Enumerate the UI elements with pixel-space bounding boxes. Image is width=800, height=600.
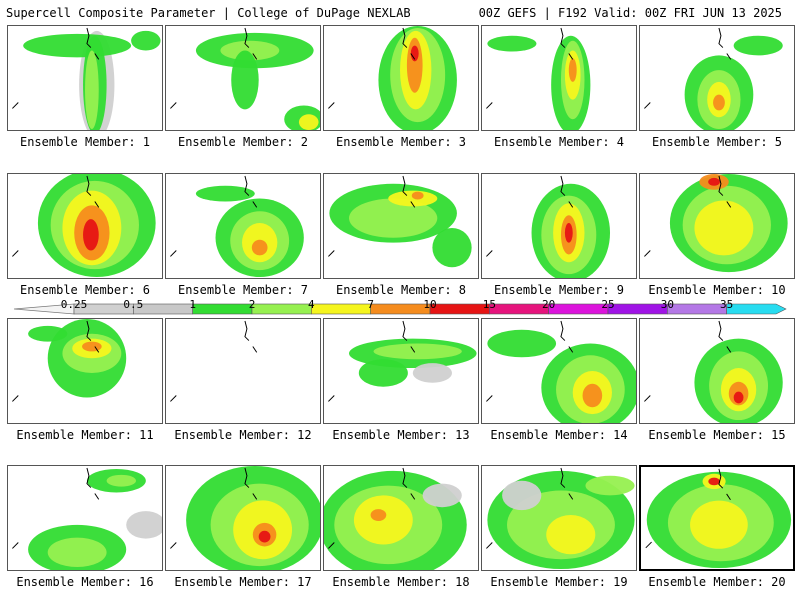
- ensemble-member-map: [165, 465, 321, 571]
- ensemble-member-label: Ensemble Member: 14: [490, 428, 628, 442]
- ensemble-member-map: [165, 173, 321, 279]
- colorbar-tick-label: 4: [308, 298, 315, 311]
- ensemble-member-map: [639, 318, 795, 424]
- ensemble-member-map: [481, 25, 637, 131]
- map-field: [486, 467, 635, 570]
- ensemble-member-label: Ensemble Member: 16: [16, 575, 154, 589]
- map-field: [328, 175, 472, 268]
- ensemble-member-map: [165, 318, 321, 424]
- colorbar-segment: [726, 303, 787, 315]
- map-field: [486, 175, 611, 278]
- colorbar-tick-label: 0.5: [123, 298, 144, 311]
- map-field: [170, 27, 320, 130]
- ensemble-member-label: Ensemble Member: 6: [19, 283, 151, 297]
- colorbar-tick-label: 2: [248, 298, 256, 311]
- ensemble-member-map: [7, 25, 163, 131]
- ensemble-member-label: Ensemble Member: 2: [177, 135, 309, 149]
- ensemble-member-label: Ensemble Member: 9: [493, 283, 625, 297]
- map-field: [12, 174, 156, 278]
- ensemble-member-label: Ensemble Member: 19: [490, 575, 628, 589]
- colorbar-segment: [489, 303, 549, 315]
- colorbar-segment: [429, 303, 490, 315]
- colorbar-tick-label: 1: [189, 298, 196, 311]
- colorbar-segment: [667, 303, 727, 315]
- ensemble-member-label: Ensemble Member: 10: [648, 283, 786, 297]
- ensemble-member-label: Ensemble Member: 13: [332, 428, 470, 442]
- map-field: [645, 468, 792, 569]
- ensemble-member-map: [323, 25, 479, 131]
- ensemble-member-map: [639, 25, 795, 131]
- ensemble-member-map: [323, 465, 479, 571]
- ensemble-member-map: [165, 25, 321, 131]
- ensemble-member-map: [639, 173, 795, 279]
- map-field: [170, 320, 258, 402]
- map-field: [644, 27, 783, 130]
- colorbar-segment: [192, 303, 253, 315]
- colorbar-tick-label: 35: [720, 298, 734, 311]
- colorbar-tick-label: 25: [601, 298, 615, 311]
- ensemble-member-map: [323, 173, 479, 279]
- colorbar-tick-label: 30: [660, 298, 674, 311]
- map-field: [644, 174, 788, 273]
- map-field: [324, 467, 467, 570]
- map-field: [328, 26, 457, 130]
- ensemble-member-label: Ensemble Member: 12: [174, 428, 312, 442]
- map-field: [644, 320, 783, 423]
- ensemble-member-map: [7, 465, 163, 571]
- ensemble-member-label: Ensemble Member: 11: [16, 428, 154, 442]
- colorbar-segment: [607, 303, 668, 315]
- colorbar-tick-label: 10: [423, 298, 437, 311]
- ensemble-member-map: [7, 173, 163, 279]
- map-field: [170, 175, 304, 278]
- colorbar: [13, 303, 787, 315]
- map-field: [12, 319, 127, 402]
- ensemble-member-map: [481, 465, 637, 571]
- page-title: Supercell Composite Parameter | College …: [6, 6, 411, 20]
- map-field: [328, 320, 477, 402]
- run-valid-time: 00Z GEFS | F192 Valid: 00Z FRI JUN 13 20…: [478, 6, 782, 20]
- ensemble-member-map: [481, 173, 637, 279]
- colorbar-tick-label: 7: [367, 298, 374, 311]
- colorbar-tick-label: 15: [482, 298, 496, 311]
- colorbar-tick-label: 20: [542, 298, 556, 311]
- ensemble-member-map: [323, 318, 479, 424]
- map-field: [12, 27, 161, 130]
- map-field: [12, 467, 162, 570]
- colorbar-tick-label: 0.25: [60, 298, 88, 311]
- ensemble-member-label: Ensemble Member: 17: [174, 575, 312, 589]
- ensemble-member-label: Ensemble Member: 1: [19, 135, 151, 149]
- colorbar-segment: [548, 303, 609, 315]
- ensemble-member-map: [481, 318, 637, 424]
- ensemble-member-label: Ensemble Member: 20: [648, 575, 786, 589]
- ensemble-member-label: Ensemble Member: 15: [648, 428, 786, 442]
- map-field: [486, 320, 636, 423]
- map-field: [170, 466, 320, 570]
- ensemble-member-label: Ensemble Member: 18: [332, 575, 470, 589]
- ensemble-member-map: [7, 318, 163, 424]
- ensemble-member-label: Ensemble Member: 4: [493, 135, 625, 149]
- ensemble-member-label: Ensemble Member: 7: [177, 283, 309, 297]
- ensemble-member-label: Ensemble Member: 3: [335, 135, 467, 149]
- colorbar-segment: [251, 303, 312, 315]
- ensemble-member-label: Ensemble Member: 5: [651, 135, 783, 149]
- colorbar-segment: [370, 303, 431, 315]
- map-field: [486, 27, 591, 130]
- ensemble-member-label: Ensemble Member: 8: [335, 283, 467, 297]
- ensemble-member-map: [639, 465, 795, 571]
- colorbar-segment: [311, 303, 371, 315]
